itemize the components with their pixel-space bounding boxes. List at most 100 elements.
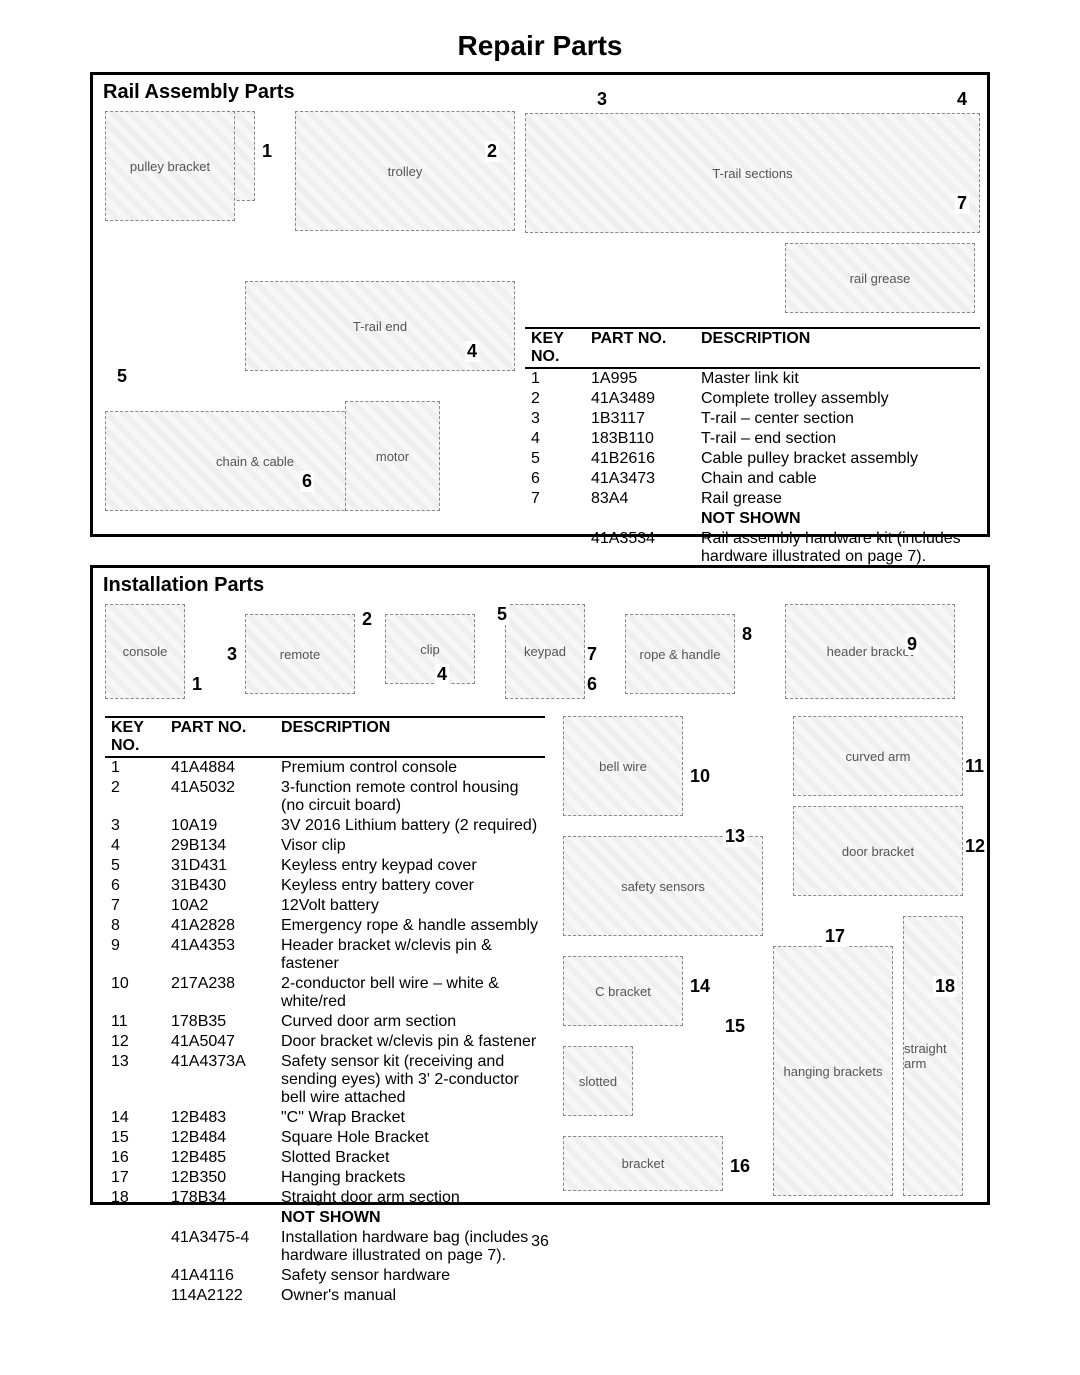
cell-desc: Complete trolley assembly [695, 389, 980, 409]
cell-part: 41A3534 [585, 529, 695, 567]
cell-desc: Installation hardware bag (includes hard… [275, 1228, 545, 1266]
col-part: PART NO. [165, 718, 275, 757]
cell-key: 10 [105, 974, 165, 1012]
cell-desc: Header bracket w/clevis pin & fastener [275, 936, 545, 974]
cell-part: 178B34 [165, 1188, 275, 1208]
cell-part: 178B35 [165, 1012, 275, 1032]
callout: 18 [933, 976, 957, 997]
diagram-icon: bell wire [563, 716, 683, 816]
callout: 16 [728, 1156, 752, 1177]
cell-key: 16 [105, 1148, 165, 1168]
cell-part: 41A4353 [165, 936, 275, 974]
table-row: 11178B35Curved door arm section [105, 1012, 545, 1032]
callout: 4 [955, 89, 969, 110]
cell-part: 10A19 [165, 816, 275, 836]
diagram-icon: rail grease [785, 243, 975, 313]
col-desc: DESCRIPTION [275, 718, 545, 757]
table-row: 1412B483"C" Wrap Bracket [105, 1108, 545, 1128]
cell-part: 29B134 [165, 836, 275, 856]
cell-desc: Owner's manual [275, 1286, 545, 1306]
cell-part: 41A3489 [585, 389, 695, 409]
cell-desc: Rail assembly hardware kit (includes har… [695, 529, 980, 567]
cell-key: 6 [105, 876, 165, 896]
rail-diagram-right: 3 4 T-rail sections 7 rail grease [525, 83, 980, 323]
cell-key: 4 [525, 429, 585, 449]
cell-key [105, 1286, 165, 1306]
table-row: 1512B484Square Hole Bracket [105, 1128, 545, 1148]
cell-desc: Hanging brackets [275, 1168, 545, 1188]
callout: 3 [225, 644, 239, 665]
callout: 8 [740, 624, 754, 645]
rail-table: KEY NO. PART NO. DESCRIPTION 11A995Maste… [525, 327, 980, 567]
callout: 11 [963, 756, 986, 777]
cell-key: 2 [525, 389, 585, 409]
cell-part: 41A4884 [165, 757, 275, 778]
cell-part: 41A4373A [165, 1052, 275, 1108]
rail-parts-table: KEY NO. PART NO. DESCRIPTION 11A995Maste… [525, 329, 980, 567]
diagram-icon: remote [245, 614, 355, 694]
diagram-icon: trolley [295, 111, 515, 231]
cell-desc: Keyless entry battery cover [275, 876, 545, 896]
cell-key: 7 [525, 489, 585, 509]
diagram-icon: door bracket [793, 806, 963, 896]
col-key: KEY NO. [525, 329, 585, 368]
diagram-icon: C bracket [563, 956, 683, 1026]
cell-desc: T-rail – center section [695, 409, 980, 429]
cell-key: 14 [105, 1108, 165, 1128]
table-row: 541B2616Cable pulley bracket assembly [525, 449, 980, 469]
cell-desc: 3-function remote control housing (no ci… [275, 778, 545, 816]
cell-part: 41A2828 [165, 916, 275, 936]
callout: 15 [723, 1016, 747, 1037]
callout: 4 [435, 664, 449, 685]
col-key: KEY NO. [105, 718, 165, 757]
cell-desc: Safety sensor hardware [275, 1266, 545, 1286]
inst-table: KEY NO. PART NO. DESCRIPTION 141A4884Pre… [105, 716, 545, 1306]
diagram-icon: motor [345, 401, 440, 511]
table-row: 429B134Visor clip [105, 836, 545, 856]
rail-panel: Rail Assembly Parts hardware kit 1 troll… [90, 72, 990, 537]
callout: 1 [190, 674, 204, 695]
cell-part: 217A238 [165, 974, 275, 1012]
cell-key: 3 [525, 409, 585, 429]
table-row: 11A995Master link kit [525, 368, 980, 389]
cell-key: 5 [105, 856, 165, 876]
table-row: 114A2122Owner's manual [105, 1286, 545, 1306]
cell-key: 1 [525, 368, 585, 389]
cell-part: 41A5047 [165, 1032, 275, 1052]
cell-key: 6 [525, 469, 585, 489]
cell-desc: Emergency rope & handle assembly [275, 916, 545, 936]
cell-desc: Slotted Bracket [275, 1148, 545, 1168]
cell-part: 41A5032 [165, 778, 275, 816]
callout: 13 [723, 826, 747, 847]
cell-key: 5 [525, 449, 585, 469]
cell-desc: 2-conductor bell wire – white & white/re… [275, 974, 545, 1012]
diagram-icon: T-rail sections [525, 113, 980, 233]
diagram-icon: safety sensors [563, 836, 763, 936]
cell-key: 8 [105, 916, 165, 936]
col-part: PART NO. [585, 329, 695, 368]
cell-desc: 3V 2016 Lithium battery (2 required) [275, 816, 545, 836]
not-shown-label: NOT SHOWN [275, 1208, 545, 1228]
table-row: 31B3117T-rail – center section [525, 409, 980, 429]
callout: 10 [688, 766, 712, 787]
callout: 3 [595, 89, 609, 110]
cell-desc: Visor clip [275, 836, 545, 856]
cell-desc: 12Volt battery [275, 896, 545, 916]
callout: 7 [955, 193, 969, 214]
cell-part: 41A4116 [165, 1266, 275, 1286]
cell-key: 1 [105, 757, 165, 778]
cell-desc: Master link kit [695, 368, 980, 389]
cell-part: 1B3117 [585, 409, 695, 429]
table-row: 41A3475-4Installation hardware bag (incl… [105, 1228, 545, 1266]
cell-desc: "C" Wrap Bracket [275, 1108, 545, 1128]
table-row: 310A193V 2016 Lithium battery (2 require… [105, 816, 545, 836]
cell-desc: Chain and cable [695, 469, 980, 489]
cell-desc: T-rail – end section [695, 429, 980, 449]
cell-key: 9 [105, 936, 165, 974]
table-row: 531D431Keyless entry keypad cover [105, 856, 545, 876]
cell-key: 2 [105, 778, 165, 816]
table-row: 641A3473Chain and cable [525, 469, 980, 489]
cell-part: 41B2616 [585, 449, 695, 469]
inst-diagram-right: bell wire 10 curved arm 11 door bracket … [563, 716, 973, 1196]
cell-key: 13 [105, 1052, 165, 1108]
